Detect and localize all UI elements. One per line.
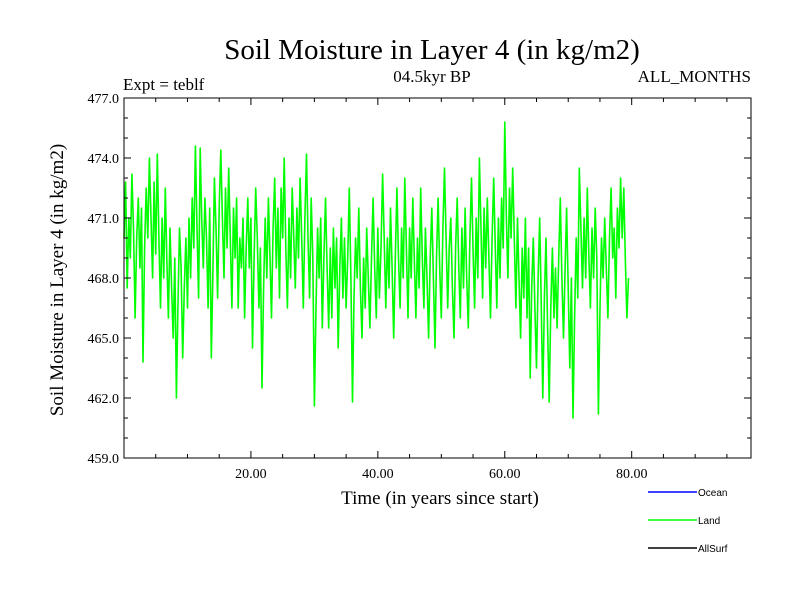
x-tick-label: 80.00 bbox=[616, 467, 648, 482]
y-tick-label: 474.0 bbox=[88, 152, 120, 167]
y-axis-label: Soil Moisture in Layer 4 (in kg/m2) bbox=[47, 144, 68, 416]
y-tick-label: 468.0 bbox=[88, 272, 120, 287]
subtitle-months: ALL_MONTHS bbox=[638, 67, 751, 86]
y-tick-label: 465.0 bbox=[88, 332, 120, 347]
y-tick-label: 462.0 bbox=[88, 392, 120, 407]
subtitle-expt: Expt = teblf bbox=[123, 75, 205, 94]
x-tick-label: 40.00 bbox=[362, 467, 394, 482]
x-axis-label: Time (in years since start) bbox=[341, 488, 539, 509]
legend-label-ocean: Ocean bbox=[698, 488, 727, 499]
subtitle-period: 04.5kyr BP bbox=[393, 67, 470, 86]
series-line-land bbox=[123, 121, 630, 419]
y-tick-label: 459.0 bbox=[88, 452, 120, 467]
x-tick-label: 20.00 bbox=[235, 467, 267, 482]
chart-title: Soil Moisture in Layer 4 (in kg/m2) bbox=[224, 34, 640, 66]
legend-label-allsurf: AllSurf bbox=[698, 544, 728, 555]
legend-label-land: Land bbox=[698, 516, 720, 527]
y-tick-label: 471.0 bbox=[88, 212, 120, 227]
y-tick-label: 477.0 bbox=[88, 92, 120, 107]
x-tick-label: 60.00 bbox=[489, 467, 521, 482]
